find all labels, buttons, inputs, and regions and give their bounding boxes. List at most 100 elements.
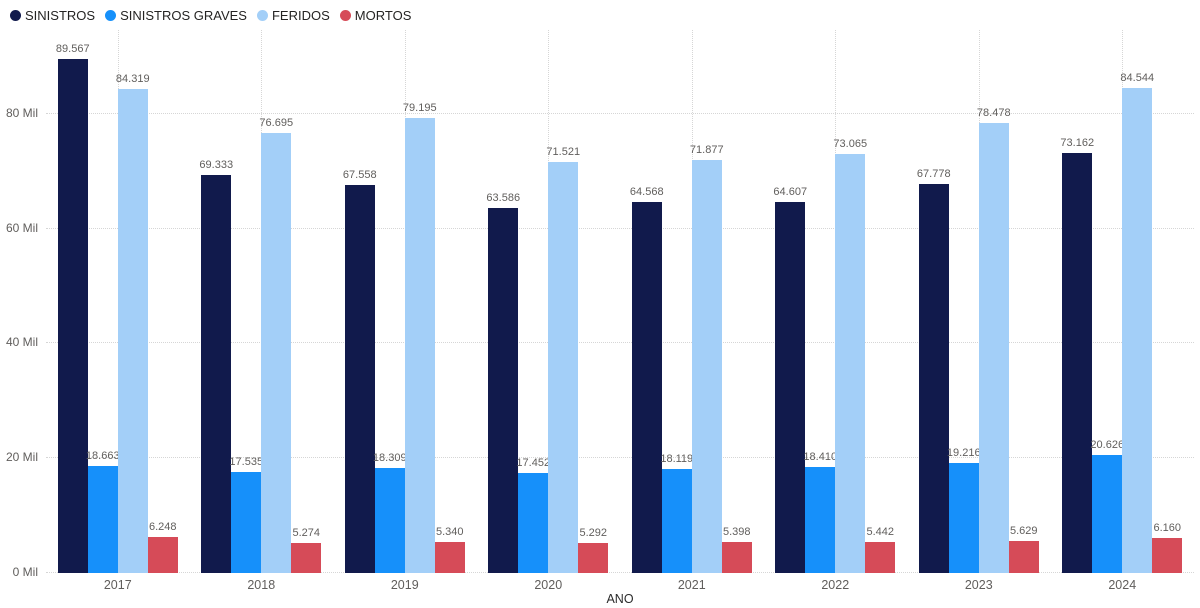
bar-sinistros-graves-2018[interactable]: 17.535 [229,456,263,573]
legend: SINISTROS SINISTROS GRAVES FERIDOS MORTO… [10,8,411,23]
h-gridline [46,342,1194,344]
legend-item-sinistros[interactable]: SINISTROS [10,8,95,23]
bar-group-2022: 64.607 18.410 73.065 5.442 [764,30,908,573]
x-axis-tick-label: 2023 [964,578,993,592]
bar-group-2019: 67.558 18.309 79.195 5.340 [333,30,477,573]
h-gridline [46,227,1194,229]
plot-area: 89.567 18.663 84.319 6.248 69.333 17.535 76.69… [46,30,1194,573]
bar-value-label: 18.309 [372,451,407,464]
bar-sinistros-graves-2020[interactable]: 17.452 [516,457,550,573]
bar-value-label: 18.663 [85,449,120,462]
y-axis-tick-label: 40 Mil [5,335,38,350]
h-gridline [46,572,1194,573]
h-gridline [46,457,1194,459]
bar-feridos-2019[interactable]: 79.195 [403,102,437,573]
legend-dot-sinistros-graves-icon [105,10,117,21]
bar-mortos-2020[interactable]: 5.292 [578,527,609,573]
bar-value-label: 69.333 [199,159,234,172]
bar-value-label: 17.452 [516,456,551,469]
bar-group-2024: 73.162 20.626 84.544 6.160 [1051,30,1195,573]
legend-item-feridos[interactable]: FERIDOS [256,8,330,23]
legend-label-sinistros: SINISTROS [25,8,96,23]
bar-value-label: 73.065 [833,137,868,150]
bar-value-label: 17.535 [229,456,264,469]
bar-value-label: 63.586 [486,192,521,205]
bar-sinistros-graves-2017[interactable]: 18.663 [86,450,120,573]
bar-group-2021: 64.568 18.119 71.877 5.398 [620,30,764,573]
bar-value-label: 5.340 [435,526,464,539]
bar-value-label: 78.478 [976,106,1011,119]
legend-item-mortos[interactable]: MORTOS [339,8,412,23]
x-axis-title: ANO [606,592,634,606]
x-axis-tick-label: 2024 [1108,578,1137,592]
bar-feridos-2022[interactable]: 73.065 [833,138,867,573]
bar-sinistros-graves-2023[interactable]: 19.216 [947,447,981,573]
bar-feridos-2023[interactable]: 78.478 [977,107,1011,573]
bar-value-label: 5.274 [292,526,321,539]
bar-mortos-2021[interactable]: 5.398 [721,526,752,573]
x-axis-tick-label: 2020 [534,578,563,592]
bar-value-label: 20.626 [1090,438,1125,451]
bar-mortos-2022[interactable]: 5.442 [865,526,896,573]
bar-mortos-2019[interactable]: 5.340 [434,526,465,573]
bar-value-label: 5.629 [1009,524,1038,537]
bar-value-label: 64.568 [629,186,664,199]
legend-dot-mortos-icon [339,10,351,21]
bar-value-label: 71.877 [689,144,724,157]
bar-sinistros-2019[interactable]: 67.558 [343,169,377,573]
bar-feridos-2021[interactable]: 71.877 [690,144,724,573]
y-axis-tick-label: 0 Mil [12,565,38,579]
bar-sinistros-2023[interactable]: 67.778 [917,168,951,573]
bar-sinistros-graves-2021[interactable]: 18.119 [660,453,693,573]
bar-value-label: 19.216 [946,446,981,459]
bar-value-label: 79.195 [402,102,437,115]
legend-item-sinistros-graves[interactable]: SINISTROS GRAVES [105,8,247,23]
bar-value-label: 18.410 [803,451,838,464]
bar-sinistros-2017[interactable]: 89.567 [56,43,90,573]
bar-value-label: 67.778 [916,167,951,180]
bar-value-label: 73.162 [1060,137,1095,150]
bar-mortos-2023[interactable]: 5.629 [1008,525,1039,573]
bar-value-label: 5.442 [866,525,895,538]
bar-feridos-2024[interactable]: 84.544 [1120,72,1154,573]
legend-dot-sinistros-icon [10,10,21,21]
bar-sinistros-graves-2019[interactable]: 18.309 [373,452,407,573]
bar-group-2017: 89.567 18.663 84.319 6.248 [46,30,190,573]
bar-feridos-2017[interactable]: 84.319 [116,73,150,573]
bar-feridos-2020[interactable]: 71.521 [546,146,580,573]
bar-sinistros-2018[interactable]: 69.333 [199,159,233,573]
bar-sinistros-graves-2024[interactable]: 20.626 [1090,439,1124,573]
h-gridline [46,112,1194,114]
x-axis-tick-label: 2022 [821,578,850,592]
y-axis-tick-label: 80 Mil [5,105,38,120]
legend-dot-feridos-icon [256,10,268,21]
x-axis-tick-label: 2017 [103,578,132,592]
bar-value-label: 64.607 [773,186,808,199]
bar-value-label: 6.248 [148,521,177,534]
bar-sinistros-graves-2022[interactable]: 18.410 [803,451,837,573]
bar-group-2018: 69.333 17.535 76.695 5.274 [190,30,334,573]
bar-value-label: 67.558 [342,169,377,182]
x-axis: 2017 2018 2019 2020 2021 2022 2023 2024 [46,578,1194,594]
bar-feridos-2018[interactable]: 76.695 [259,117,293,573]
bar-mortos-2024[interactable]: 6.160 [1152,522,1183,573]
bar-sinistros-2021[interactable]: 64.568 [630,186,664,573]
y-axis-tick-label: 20 Mil [5,450,38,465]
legend-label-mortos: MORTOS [354,8,412,23]
bar-group-2023: 67.778 19.216 78.478 5.629 [907,30,1051,573]
bar-sinistros-2022[interactable]: 64.607 [773,186,807,573]
bar-value-label: 84.544 [1120,71,1155,84]
y-axis-tick-label: 60 Mil [5,220,38,235]
bar-value-label: 76.695 [259,116,294,129]
bar-value-label: 71.521 [546,146,581,159]
bar-mortos-2017[interactable]: 6.248 [147,521,178,573]
bar-value-label: 6.160 [1153,521,1182,534]
x-axis-tick-label: 2021 [677,578,706,592]
bar-value-label: 84.319 [115,73,150,86]
bar-mortos-2018[interactable]: 5.274 [291,527,322,573]
bar-sinistros-2024[interactable]: 73.162 [1060,137,1094,573]
bar-value-label: 89.567 [55,42,90,55]
bar-sinistros-2020[interactable]: 63.586 [486,192,520,573]
bar-value-label: 5.398 [722,526,751,539]
